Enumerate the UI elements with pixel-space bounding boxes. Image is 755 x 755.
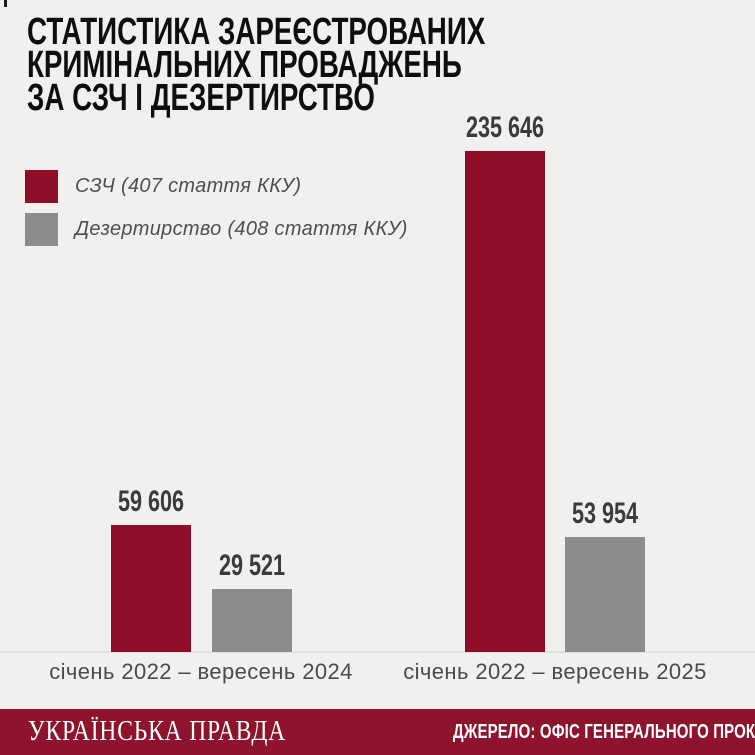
- legend-label-desertion: Дезертирство (408 стаття ККУ): [75, 218, 408, 240]
- legend-swatch-desertion: [25, 213, 58, 246]
- legend-item-desertion: Дезертирство (408 стаття ККУ): [25, 213, 408, 246]
- bar-desertion-2024: [212, 589, 292, 652]
- footer-bar: УКРАЇНСЬКА ПРАВДА ДЖЕРЕЛО: ОФІС ГЕНЕРАЛЬ…: [0, 709, 755, 755]
- legend: СЗЧ (407 стаття ККУ) Дезертирство (408 с…: [25, 170, 408, 256]
- chart-title-line-3: ЗА СЗЧ І ДЕЗЕРТИРСТВО: [27, 77, 375, 119]
- bar-value-szch-2024: 59 606: [117, 485, 185, 518]
- x-axis-baseline: [0, 651, 755, 653]
- chart-title-line-1: СТАТИСТИКА ЗАРЕЄСТРОВАНИХ: [27, 11, 486, 53]
- bar-desertion-2025: [565, 537, 645, 652]
- bar-szch-2024: [111, 525, 191, 652]
- chart-title: СТАТИСТИКА ЗАРЕЄСТРОВАНИХ КРИМІНАЛЬНИХ П…: [27, 11, 486, 119]
- bar-value-szch-2025: 235 646: [465, 111, 545, 144]
- legend-swatch-szch: [25, 170, 58, 203]
- category-label-2025: січень 2022 – вересень 2025: [403, 659, 707, 684]
- source-credit: ДЖЕРЕЛО: ОФІС ГЕНЕРАЛЬНОГО ПРОКУРОРА: [453, 720, 755, 743]
- chart-title-line-2: КРИМІНАЛЬНИХ ПРОВАДЖЕНЬ: [27, 44, 462, 86]
- legend-label-szch: СЗЧ (407 стаття ККУ): [75, 175, 302, 197]
- category-label-2024: січень 2022 – вересень 2024: [49, 659, 353, 684]
- bar-value-desertion-2025: 53 954: [571, 497, 639, 530]
- crop-artifact-mark: [4, 0, 7, 7]
- legend-item-szch: СЗЧ (407 стаття ККУ): [25, 170, 408, 203]
- bar-value-desertion-2024: 29 521: [218, 549, 286, 582]
- bar-szch-2025: [465, 151, 545, 652]
- ukrainska-pravda-logo: УКРАЇНСЬКА ПРАВДА: [28, 716, 287, 747]
